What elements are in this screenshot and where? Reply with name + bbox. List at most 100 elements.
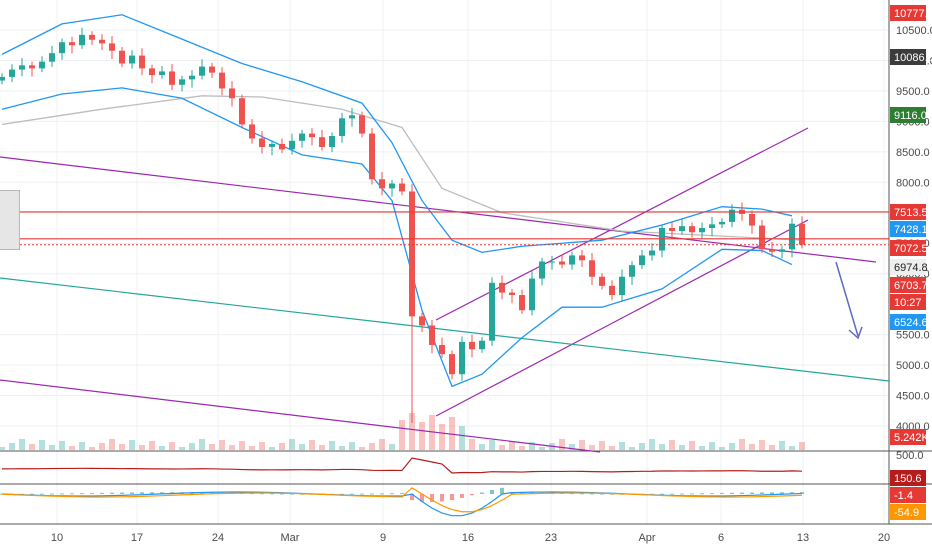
macd-histogram-bar: [260, 493, 264, 495]
volume-bar: [519, 446, 525, 450]
volume-bar: [79, 442, 85, 450]
candle-body: [729, 209, 735, 222]
candle-body: [209, 66, 215, 73]
time-tick-label: 6: [718, 532, 724, 544]
candle-body: [619, 276, 625, 296]
volume-bar: [349, 442, 355, 450]
candle-body: [199, 66, 205, 76]
arrow-shaft: [835, 261, 859, 337]
ascending-channel-upper: [435, 127, 809, 321]
macd-signal-badge: [890, 504, 926, 520]
volume-bar: [119, 444, 125, 450]
volume-bar: [429, 415, 435, 450]
macd-histogram-bar: [30, 493, 34, 495]
candle-body: [129, 55, 135, 64]
candle-body: [239, 98, 245, 125]
candle-body: [499, 282, 505, 293]
descending-channel-lower: [0, 379, 601, 453]
price-badge-label: 9116.0: [894, 110, 927, 122]
macd-histogram-bar: [800, 492, 804, 494]
volume-bar: [389, 444, 395, 450]
candle-body: [709, 224, 715, 228]
price-tick-label: 5500.0: [896, 330, 930, 342]
volume-bar: [719, 447, 725, 450]
candle-body: [589, 260, 595, 277]
candle-body: [189, 75, 195, 80]
price-badge-label: 7428.1: [894, 224, 928, 236]
macd-histogram-bar: [450, 494, 454, 501]
candle-body: [719, 221, 725, 225]
price-badge: [890, 49, 926, 65]
price-badge-label: 5.242K: [894, 432, 930, 444]
volume-bar: [599, 441, 605, 450]
candle-body: [79, 34, 85, 46]
volume-bar: [259, 442, 265, 450]
volume-bar: [319, 445, 325, 450]
price-badge: [890, 204, 926, 220]
volume-bar: [509, 441, 515, 450]
arrow-head: [848, 326, 863, 340]
time-axis[interactable]: 10 17 24 Mar 9 16 23 Apr 6 13 20: [51, 532, 890, 544]
volume-bar: [159, 446, 165, 450]
volume-bar: [19, 439, 25, 450]
macd-histogram-bar: [420, 494, 424, 502]
price-badge-label: 6703.7: [894, 280, 928, 292]
macd-histogram-bar: [90, 492, 94, 494]
volume-bar: [629, 447, 635, 450]
macd-histogram-bar: [280, 493, 284, 495]
volume-bar: [69, 446, 75, 450]
price-badge-label: 6524.6: [894, 317, 928, 329]
candle-body: [509, 292, 515, 296]
candle-body: [559, 261, 565, 265]
volume-bar: [659, 444, 665, 450]
volume-bar: [109, 439, 115, 450]
candle-body: [579, 255, 585, 261]
time-tick-label: 17: [131, 532, 143, 544]
macd-histogram-bar: [690, 493, 694, 495]
grid: [0, 0, 932, 525]
volume-bar: [249, 446, 255, 450]
price-axis[interactable]: 10500.010000.09500.09000.08500.08000.070…: [890, 5, 932, 520]
support-line: [0, 277, 890, 382]
candle-body: [629, 265, 635, 277]
candle-body: [169, 71, 175, 85]
time-tick-label: Apr: [638, 532, 655, 544]
volume-bar: [199, 439, 205, 450]
candle-body: [489, 282, 495, 341]
macd-value-label: -1.4: [894, 490, 913, 502]
volume-bar: [379, 439, 385, 450]
price-tick-label: 8000.0: [896, 177, 930, 189]
volume-bar: [529, 442, 535, 450]
price-badge: [890, 277, 926, 293]
bollinger-bands: [1, 14, 803, 388]
candle-body: [569, 255, 575, 265]
side-panel-tab[interactable]: [0, 190, 20, 250]
volume-bar: [469, 439, 475, 450]
macd-badge: [890, 487, 926, 503]
candle-body: [409, 191, 415, 317]
candle-body: [119, 50, 125, 64]
candle-body: [419, 316, 425, 326]
volume-bar: [479, 444, 485, 450]
price-badge-label: 10086.5: [894, 52, 932, 64]
price-badge: [890, 5, 926, 21]
price-badge-label: 7513.5: [894, 207, 928, 219]
time-tick-label: 24: [212, 532, 224, 544]
price-tick-label: 9500.0: [896, 86, 930, 98]
volume-bar: [589, 445, 595, 450]
candle-body: [219, 72, 225, 89]
macd-histogram-bar: [740, 492, 744, 494]
macd-histogram-bar: [780, 492, 784, 494]
price-tick-label: 5000.0: [896, 360, 930, 372]
macd-histogram-bar: [460, 494, 464, 498]
volume-bar: [369, 443, 375, 450]
trend-lines: [0, 127, 890, 453]
candle-body: [389, 183, 395, 189]
candle-body: [669, 228, 675, 232]
price-badge: [890, 294, 926, 310]
volume-bar: [359, 447, 365, 450]
macd-histogram-bar: [200, 492, 204, 494]
candle-body: [369, 133, 375, 180]
macd-histogram-bar: [110, 492, 114, 494]
